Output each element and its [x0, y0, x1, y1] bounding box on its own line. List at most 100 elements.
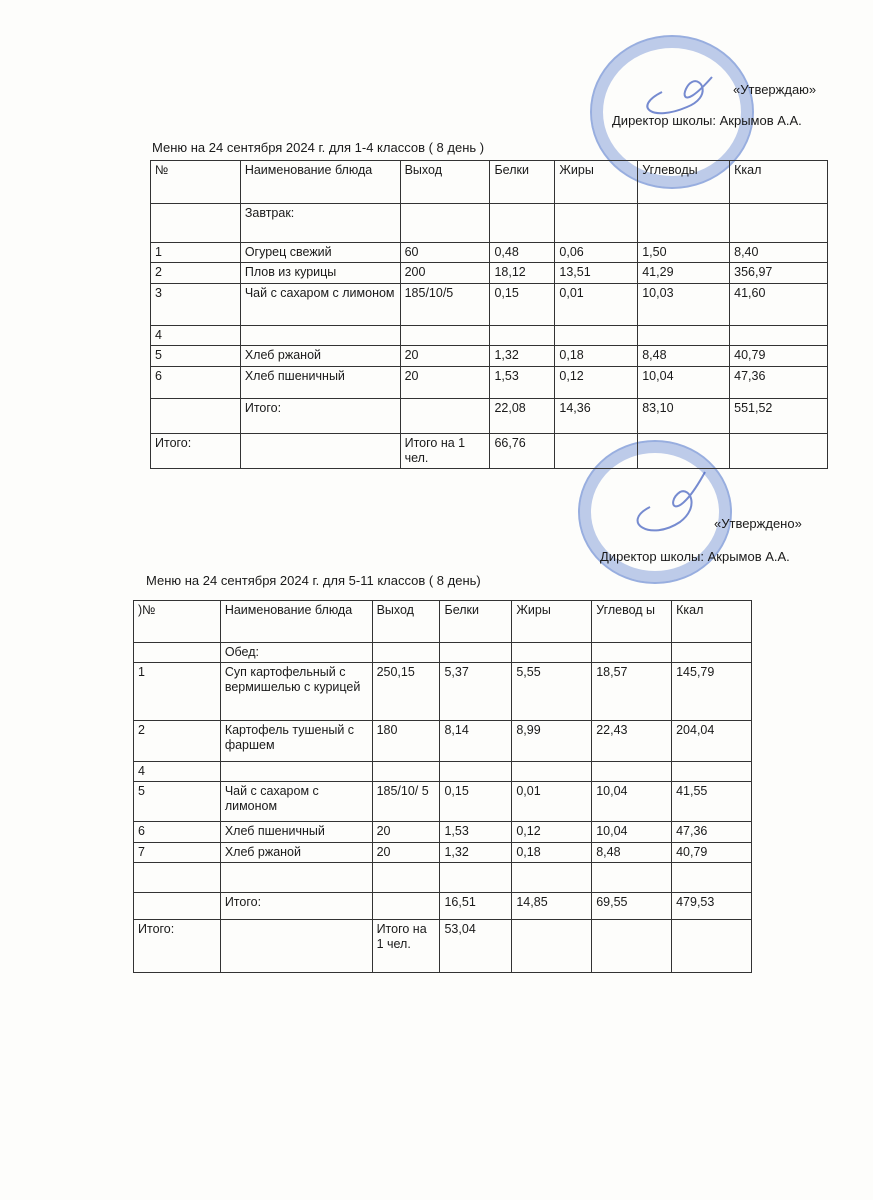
table-cell — [150, 398, 241, 434]
table-cell — [371, 761, 441, 782]
table-cell: 18,12 — [489, 262, 556, 284]
table-row: 2 Плов из курицы 200 18,12 13,51 41,29 356,97 — [150, 262, 828, 284]
table-cell — [591, 642, 673, 663]
table-cell: 22,08 — [489, 398, 556, 434]
table-cell — [671, 642, 752, 663]
column-header: Наименование блюда — [219, 600, 373, 643]
table-cell: 13,51 — [554, 262, 639, 284]
approval-label: «Утверждаю» — [733, 82, 817, 97]
table-cell — [554, 203, 639, 243]
table-cell — [637, 325, 731, 346]
table-cell: 0,01 — [511, 781, 593, 822]
table-row: Итого: 16,51 14,85 69,55 479,53 — [133, 892, 752, 920]
table-row: 4 — [133, 761, 752, 782]
table-cell: 69,55 — [591, 892, 673, 920]
table-cell — [399, 203, 491, 243]
table-cell — [489, 325, 556, 346]
table-cell: 250,15 — [371, 662, 441, 721]
table-cell: Хлеб пшеничный — [239, 366, 401, 399]
column-header: Наименование блюда — [239, 160, 401, 204]
table-cell: Итого на 1 чел. — [371, 919, 441, 973]
table-cell: 22,43 — [591, 720, 673, 762]
table-cell: Хлеб ржаной — [239, 345, 401, 367]
table-cell: 0,12 — [554, 366, 639, 399]
table-cell — [637, 433, 731, 469]
table-cell — [399, 325, 491, 346]
table-cell: 356,97 — [729, 262, 828, 284]
table-cell: 145,79 — [671, 662, 752, 721]
table-cell: Картофель тушеный с фаршем — [219, 720, 373, 762]
table-cell: 41,60 — [729, 283, 828, 326]
table-cell: 5,55 — [511, 662, 593, 721]
table-cell — [554, 433, 639, 469]
table-cell: 0,18 — [554, 345, 639, 367]
table-cell — [399, 398, 491, 434]
table-cell: 47,36 — [729, 366, 828, 399]
table-cell — [511, 919, 593, 973]
table-cell: 40,79 — [671, 842, 752, 863]
table-row: Итого: Итого на 1 чел. 66,76 — [150, 433, 828, 469]
table-cell: 20 — [371, 842, 441, 863]
table-cell: 40,79 — [729, 345, 828, 367]
table-row: 1 Суп картофельный с вермишелью с курицей… — [133, 662, 752, 721]
table-cell: 479,53 — [671, 892, 752, 920]
table-cell: Огурец свежий — [239, 242, 401, 263]
table-cell: 16,51 — [439, 892, 513, 920]
column-header: Углевод ы — [591, 600, 673, 643]
table-cell: 1 — [133, 662, 221, 721]
table-cell: 3 — [150, 283, 241, 326]
table-cell — [554, 325, 639, 346]
table-row: 5 Чай с сахаром с лимоном 185/10/ 5 0,15 0,0… — [133, 781, 752, 822]
table-cell: 4 — [133, 761, 221, 782]
table-cell — [371, 862, 441, 893]
table-cell — [729, 203, 828, 243]
column-header: Белки — [489, 160, 556, 204]
column-header: № — [150, 160, 241, 204]
table-cell: 180 — [371, 720, 441, 762]
column-header: )№ — [133, 600, 221, 643]
table-cell: 1 — [150, 242, 241, 263]
director-label: Директор школы: Акрымов А.А. — [612, 113, 802, 128]
table-cell — [729, 325, 828, 346]
table-cell: 41,55 — [671, 781, 752, 822]
table-cell — [591, 862, 673, 893]
table-cell: 8,14 — [439, 720, 513, 762]
table-cell: Суп картофельный с вермишелью с курицей — [219, 662, 373, 721]
table-cell: 14,85 — [511, 892, 593, 920]
table-cell — [671, 919, 752, 973]
table-cell — [219, 862, 373, 893]
column-header: Белки — [439, 600, 513, 643]
table-cell — [511, 862, 593, 893]
table-cell: 10,04 — [591, 821, 673, 843]
table-row: Завтрак: — [150, 203, 828, 243]
table-cell: 5 — [150, 345, 241, 367]
table-row: 1 Огурец свежий 60 0,48 0,06 1,50 8,40 — [150, 242, 828, 263]
column-header: Ккал — [729, 160, 828, 204]
table-cell: 66,76 — [489, 433, 556, 469]
table-cell: Итого: — [239, 398, 401, 434]
table-row: 4 — [150, 325, 828, 346]
table-cell: 551,52 — [729, 398, 828, 434]
table-header-row: )№ Наименование блюда Выход Белки Жиры Углево… — [133, 600, 752, 643]
table-cell: Хлеб ржаной — [219, 842, 373, 863]
signature-icon — [636, 471, 706, 532]
table-cell: 1,32 — [489, 345, 556, 367]
table-cell: 6 — [150, 366, 241, 399]
table-cell: 20 — [399, 345, 491, 367]
table-cell: 8,48 — [591, 842, 673, 863]
column-header: Выход — [399, 160, 491, 204]
table-header-row: № Наименование блюда Выход Белки Жиры Углевод… — [150, 160, 828, 204]
table-cell: 185/10/ 5 — [371, 781, 441, 822]
table-cell: 0,15 — [439, 781, 513, 822]
table-cell: 1,32 — [439, 842, 513, 863]
table-cell: 5 — [133, 781, 221, 822]
table-cell: 200 — [399, 262, 491, 284]
table-cell: Итого: — [133, 919, 221, 973]
column-header: Ккал — [671, 600, 752, 643]
table-cell: Хлеб пшеничный — [219, 821, 373, 843]
table-cell — [637, 203, 731, 243]
table-row — [133, 862, 752, 893]
table-cell: 60 — [399, 242, 491, 263]
table-cell — [671, 862, 752, 893]
table-cell — [219, 761, 373, 782]
